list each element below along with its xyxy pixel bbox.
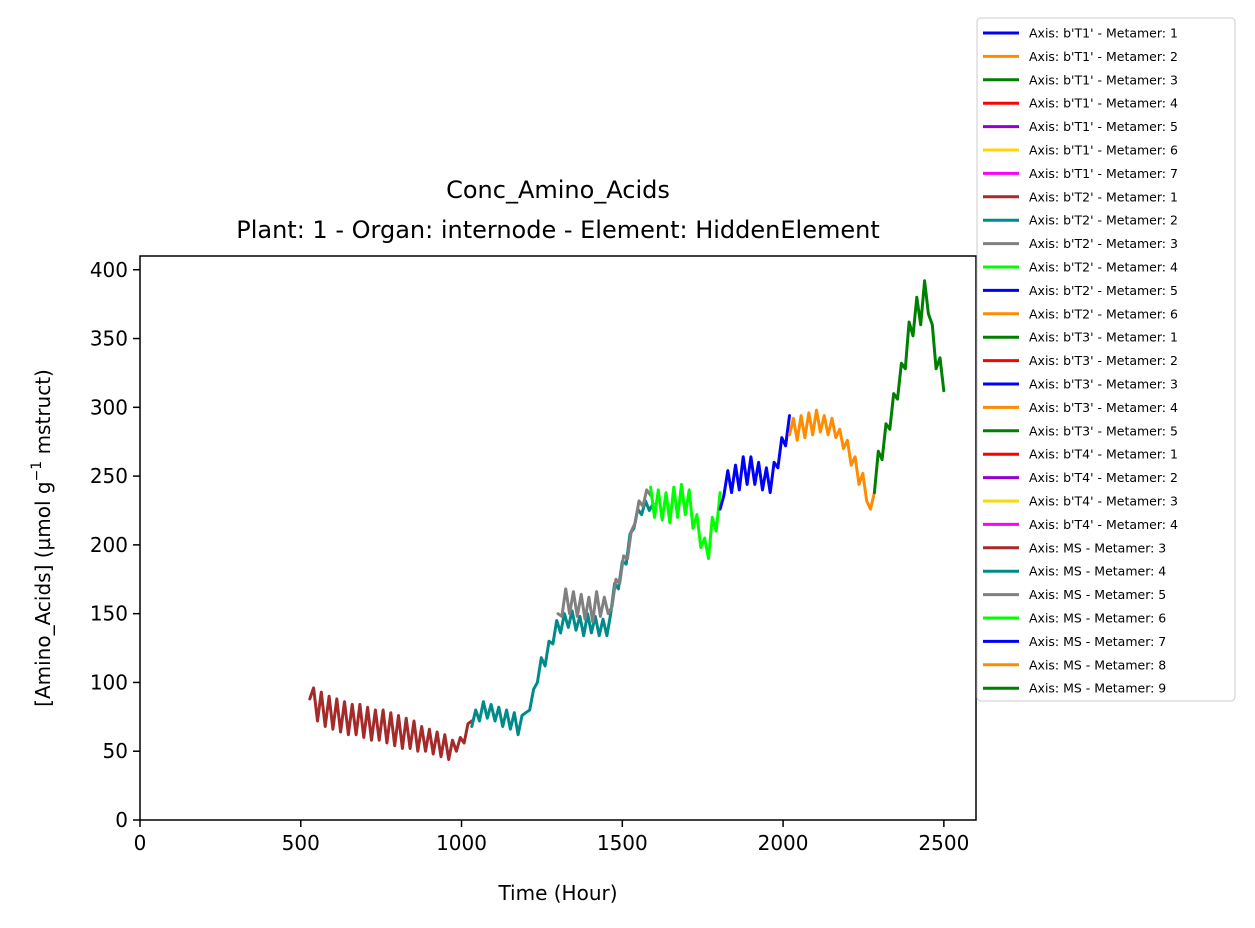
legend-label: Axis: b'T4' - Metamer: 4 <box>1029 517 1178 532</box>
legend-label: Axis: b'T1' - Metamer: 3 <box>1029 72 1178 87</box>
legend-label: Axis: MS - Metamer: 7 <box>1029 634 1166 649</box>
legend-frame <box>976 17 1236 702</box>
legend-label: Axis: b'T1' - Metamer: 2 <box>1029 49 1178 64</box>
legend-label: Axis: b'T1' - Metamer: 5 <box>1029 119 1178 134</box>
legend-label: Axis: MS - Metamer: 3 <box>1029 540 1166 555</box>
legend-label: Axis: b'T1' - Metamer: 1 <box>1029 26 1178 41</box>
y-tick-label: 50 <box>103 739 128 763</box>
chart-title: Conc_Amino_Acids <box>446 176 670 204</box>
x-axis-label: Time (Hour) <box>497 881 617 905</box>
x-tick-label: 1000 <box>436 831 487 855</box>
plot-frame <box>139 255 977 821</box>
x-tick-label: 500 <box>282 831 320 855</box>
chart-subtitle: Plant: 1 - Organ: internode - Element: H… <box>236 216 880 244</box>
legend-label: Axis: b'T4' - Metamer: 2 <box>1029 470 1178 485</box>
legend-label: Axis: b'T3' - Metamer: 2 <box>1029 353 1178 368</box>
legend-label: Axis: MS - Metamer: 6 <box>1029 611 1166 626</box>
legend-label: Axis: b'T1' - Metamer: 6 <box>1029 143 1178 158</box>
x-tick-label: 0 <box>134 831 147 855</box>
series-layer <box>308 279 946 761</box>
legend-label: Axis: MS - Metamer: 5 <box>1029 587 1166 602</box>
y-tick-label: 150 <box>90 602 128 626</box>
y-tick-label: 300 <box>90 395 128 419</box>
legend-label: Axis: b'T3' - Metamer: 3 <box>1029 377 1178 392</box>
legend-label: Axis: b'T2' - Metamer: 5 <box>1029 283 1178 298</box>
legend-label: Axis: b'T3' - Metamer: 4 <box>1029 400 1178 415</box>
series-line <box>649 482 722 561</box>
x-tick-label: 2500 <box>918 831 969 855</box>
legend-label: Axis: b'T3' - Metamer: 1 <box>1029 330 1178 345</box>
series-line <box>872 279 946 495</box>
y-tick-label: 0 <box>115 808 128 832</box>
legend-items: Axis: b'T1' - Metamer: 1 Axis: b'T1' - Me… <box>983 26 1178 696</box>
y-axis-label-main: [Amino_Acids] (µmol g <box>31 481 55 706</box>
series-line <box>718 414 791 511</box>
y-tick-label: 200 <box>90 533 128 557</box>
x-tick-label: 1500 <box>597 831 648 855</box>
legend-label: Axis: MS - Metamer: 4 <box>1029 564 1166 579</box>
legend-label: Axis: MS - Metamer: 8 <box>1029 657 1166 672</box>
legend-label: Axis: b'T1' - Metamer: 4 <box>1029 96 1178 111</box>
legend-label: Axis: b'T2' - Metamer: 1 <box>1029 189 1178 204</box>
legend-label: Axis: b'T1' - Metamer: 7 <box>1029 166 1178 181</box>
legend-label: Axis: b'T2' - Metamer: 4 <box>1029 260 1178 275</box>
legend-label: Axis: b'T2' - Metamer: 3 <box>1029 236 1178 251</box>
y-axis: 0 50 100 150 200 250 300 350 400 <box>90 258 140 832</box>
y-tick-label: 350 <box>90 327 128 351</box>
legend-label: Axis: MS - Metamer: 9 <box>1029 681 1166 696</box>
y-tick-label: 100 <box>90 670 128 694</box>
y-tick-label: 400 <box>90 258 128 282</box>
y-axis-label: [Amino_Acids] (µmol g−1 mstruct) <box>29 369 55 707</box>
y-tick-label: 250 <box>90 464 128 488</box>
x-tick-label: 2000 <box>758 831 809 855</box>
legend-label: Axis: b'T3' - Metamer: 5 <box>1029 423 1178 438</box>
legend-label: Axis: b'T2' - Metamer: 2 <box>1029 213 1178 228</box>
series-line <box>308 686 474 761</box>
y-axis-label-sup: −1 <box>29 461 45 482</box>
series-line <box>788 408 876 511</box>
y-axis-label-tail: mstruct) <box>31 369 55 461</box>
series-line <box>556 488 653 624</box>
legend-label: Axis: b'T2' - Metamer: 6 <box>1029 306 1178 321</box>
x-axis: 0 500 1000 1500 2000 2500 <box>134 820 969 855</box>
legend: Axis: b'T1' - Metamer: 1 Axis: b'T1' - Me… <box>976 17 1236 702</box>
legend-label: Axis: b'T4' - Metamer: 1 <box>1029 447 1178 462</box>
legend-label: Axis: b'T4' - Metamer: 3 <box>1029 494 1178 509</box>
